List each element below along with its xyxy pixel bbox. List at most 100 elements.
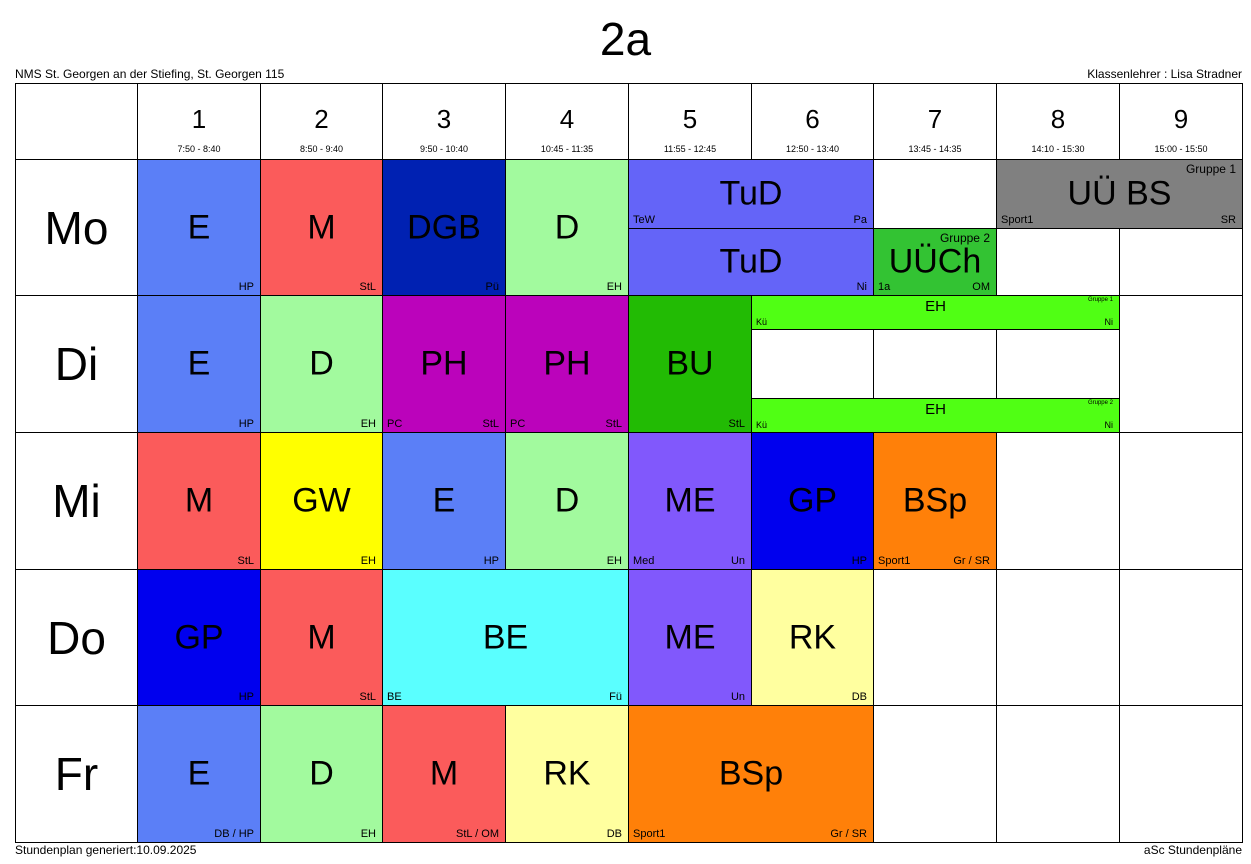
page-title: 2a <box>599 13 652 65</box>
lesson-bsp[interactable]: BSp Sport1 Gr / SR <box>873 432 997 570</box>
lesson-room: Kü <box>756 420 768 430</box>
lesson-teacher: Pa <box>853 214 867 226</box>
lesson-teacher: HP <box>238 418 254 430</box>
lesson-d[interactable]: D EH <box>505 432 629 570</box>
lesson-subject: GP <box>174 618 224 656</box>
empty-slot <box>1119 569 1243 706</box>
lesson-rk[interactable]: RK DB <box>505 705 629 843</box>
lesson-room: Sport1 <box>1001 214 1034 226</box>
period-time: 13:45 - 14:35 <box>908 144 962 154</box>
day-cell: Fr <box>15 705 138 843</box>
lesson-e[interactable]: E HP <box>137 295 261 433</box>
lesson-teacher: StL <box>482 418 499 430</box>
day-cell: Di <box>15 295 138 433</box>
lesson-teacher: SR <box>1220 214 1236 226</box>
lesson-teacher: HP <box>238 691 254 703</box>
lesson-subject: E <box>187 344 211 383</box>
lesson-m[interactable]: M StL / OM <box>382 705 506 843</box>
lesson-m[interactable]: M StL <box>260 159 383 296</box>
lesson-room: PC <box>387 418 403 430</box>
lesson-eh[interactable]: EH Kü Ni Gruppe 1 <box>751 295 1120 330</box>
lesson-uü-bs[interactable]: UÜ BS Sport1 SR Gruppe 1 <box>996 159 1243 229</box>
lesson-subject: E <box>187 208 211 246</box>
lesson-gw[interactable]: GW EH <box>260 432 383 570</box>
lesson-e[interactable]: E HP <box>382 432 506 570</box>
lesson-teacher: HP <box>238 281 254 293</box>
lesson-rk[interactable]: RK DB <box>751 569 874 706</box>
lesson-subject: RK <box>543 754 591 793</box>
lesson-subject: GW <box>292 481 351 520</box>
lesson-room: Sport1 <box>878 555 911 567</box>
period-header: 7 13:45 - 14:35 <box>873 83 997 160</box>
lesson-group: Gruppe 1 <box>1087 297 1113 303</box>
lesson-teacher: Ni <box>1104 420 1114 430</box>
day-name: Fr <box>54 748 99 800</box>
lesson-d[interactable]: D EH <box>260 705 383 843</box>
lesson-teacher: EH <box>360 418 376 430</box>
lesson-room: Med <box>633 555 655 567</box>
lesson-subject: BE <box>482 618 529 656</box>
period-header: 9 15:00 - 15:50 <box>1119 83 1243 160</box>
lesson-subject: RK <box>788 618 837 656</box>
period-time: 9:50 - 10:40 <box>419 144 469 154</box>
timetable-grid: 1 7:50 - 8:40 2 8:50 - 9:40 3 9:50 - 10:40 4 10… <box>15 83 1243 843</box>
lesson-tud[interactable]: TuD Ni <box>628 228 874 296</box>
lesson-m[interactable]: M StL <box>260 569 383 706</box>
period-header: 1 7:50 - 8:40 <box>137 83 261 160</box>
lesson-d[interactable]: D EH <box>260 295 383 433</box>
period-time: 8:50 - 9:40 <box>299 144 344 154</box>
day-name: Mi <box>52 475 101 527</box>
lesson-teacher: Fü <box>609 691 622 703</box>
lesson-ph[interactable]: PH PC StL <box>382 295 506 433</box>
period-number: 2 <box>314 104 329 134</box>
lesson-m[interactable]: M StL <box>137 432 261 570</box>
lesson-teacher: StL <box>359 281 376 293</box>
lesson-subject: BSp <box>902 481 968 520</box>
software-brand: aSc Stundenpläne <box>1143 843 1242 857</box>
lesson-e[interactable]: E HP <box>137 159 261 296</box>
lesson-subject: D <box>309 754 334 793</box>
lesson-gp[interactable]: GP HP <box>137 569 261 706</box>
lesson-teacher: Gr / SR <box>953 555 990 567</box>
day-name: Mo <box>44 201 109 254</box>
period-time: 10:45 - 11:35 <box>540 144 594 154</box>
lesson-subject: M <box>307 618 336 656</box>
lesson-room: TeW <box>633 214 655 226</box>
lesson-teacher: StL <box>237 555 254 567</box>
lesson-teacher: Un <box>730 691 745 703</box>
period-number: 3 <box>436 104 452 134</box>
lesson-me[interactable]: ME Med Un <box>628 432 752 570</box>
day-cell: Do <box>15 569 138 706</box>
lesson-subject: ME <box>664 481 716 520</box>
lesson-me[interactable]: ME Un <box>628 569 752 706</box>
lesson-uüch[interactable]: UÜCh 1a OM Gruppe 2 <box>873 228 997 296</box>
empty-slot <box>1119 432 1243 570</box>
lesson-teacher: StL <box>728 418 745 430</box>
lesson-ph[interactable]: PH PC StL <box>505 295 629 433</box>
lesson-be[interactable]: BE BE Fü <box>382 569 629 706</box>
lesson-teacher: DB / HP <box>214 828 254 840</box>
day-cell: Mo <box>15 159 138 296</box>
period-number: 9 <box>1173 104 1189 134</box>
lesson-subject: D <box>309 344 334 383</box>
lesson-teacher: Gr / SR <box>830 828 867 840</box>
lesson-dgb[interactable]: DGB Pü <box>382 159 506 296</box>
lesson-room: 1a <box>878 281 891 293</box>
empty-slot <box>996 432 1120 570</box>
lesson-subject: E <box>432 481 456 520</box>
lesson-gp[interactable]: GP HP <box>751 432 874 570</box>
lesson-eh[interactable]: EH Kü Ni Gruppe 2 <box>751 398 1120 433</box>
lesson-tud[interactable]: TuD TeW Pa <box>628 159 874 229</box>
lesson-e[interactable]: E DB / HP <box>137 705 261 843</box>
lesson-subject: EH <box>925 401 946 418</box>
lesson-subject: M <box>307 208 336 246</box>
lesson-bsp[interactable]: BSp Sport1 Gr / SR <box>628 705 874 843</box>
lesson-d[interactable]: D EH <box>505 159 629 296</box>
lesson-bu[interactable]: BU StL <box>628 295 752 433</box>
empty-slot <box>873 569 997 706</box>
empty-slot <box>1119 705 1243 843</box>
lesson-subject: GP <box>787 481 838 520</box>
lesson-subject: E <box>187 754 211 793</box>
period-time: 7:50 - 8:40 <box>177 144 221 154</box>
lesson-subject: UÜ BS <box>1067 174 1172 213</box>
